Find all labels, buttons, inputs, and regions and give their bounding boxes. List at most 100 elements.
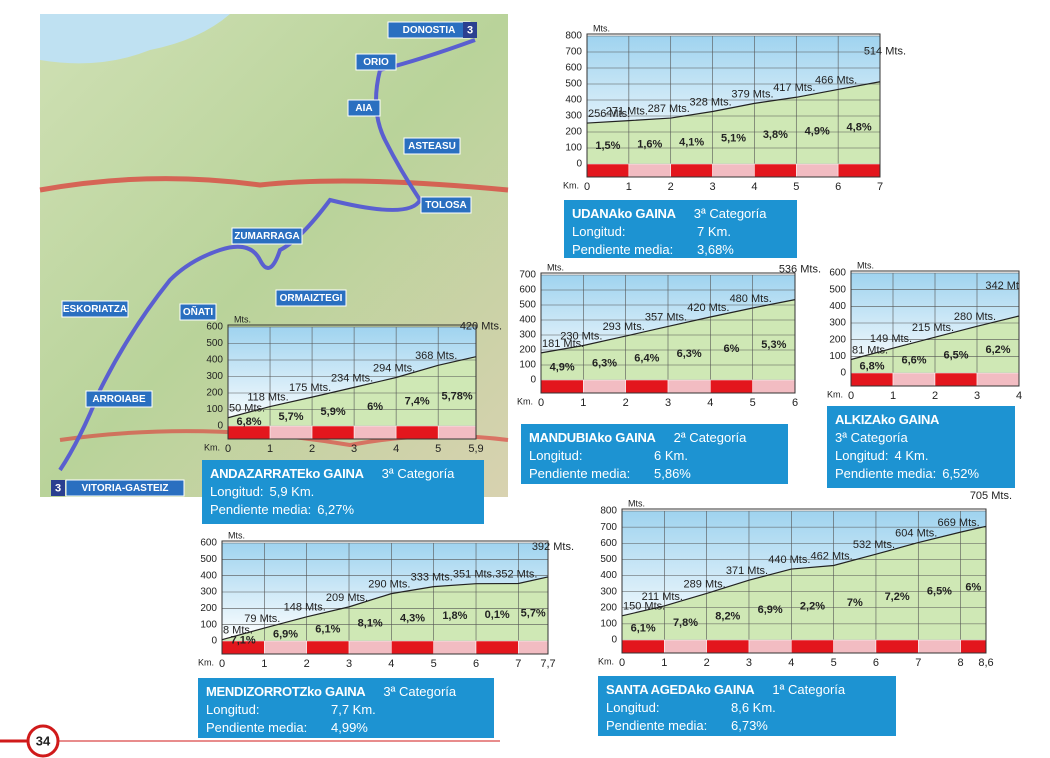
profile-line bbox=[621, 525, 987, 617]
elevation-label: 50 Mts. bbox=[229, 403, 265, 415]
gradient-label: 6,5% bbox=[927, 586, 952, 598]
km-band bbox=[311, 425, 355, 440]
info-label: Pendiente media: bbox=[835, 466, 937, 481]
elevation-label: 8 Mts. bbox=[223, 625, 253, 637]
x-tick-label: 4 bbox=[751, 181, 757, 193]
km-band bbox=[960, 639, 987, 654]
km-band bbox=[353, 425, 397, 440]
x-tick-label: 3 bbox=[665, 397, 671, 409]
elevation-label: 215 Mts. bbox=[912, 322, 954, 334]
y-tick-label: 800 bbox=[600, 506, 617, 517]
elevation-label: 669 Mts. bbox=[938, 517, 980, 529]
x-tick-label: 2 bbox=[304, 658, 310, 670]
gradient-label: 6,5% bbox=[943, 349, 968, 361]
elevation-label: 294 Mts. bbox=[373, 362, 415, 374]
gradient-label: 5,1% bbox=[721, 133, 746, 145]
climb-name: MENDIZORROTZko GAINA bbox=[206, 684, 366, 699]
x-tick-label: 0 bbox=[619, 657, 625, 669]
elevation-label: 357 Mts. bbox=[645, 311, 687, 323]
elevation-label: 466 Mts. bbox=[815, 74, 857, 86]
y-tick-label: 400 bbox=[565, 95, 582, 106]
map-label-box bbox=[347, 99, 381, 117]
elevation-label: 514 Mts. bbox=[864, 46, 906, 58]
x-tick-label: 2 bbox=[668, 181, 674, 193]
climb-name: MANDUBIAko GAINA bbox=[529, 430, 656, 445]
info-value: 7,7 Km. bbox=[331, 702, 376, 717]
elevation-label: 209 Mts. bbox=[326, 592, 368, 604]
map-label-box bbox=[65, 479, 185, 497]
climb-name: ALKIZAko GAINA bbox=[835, 412, 940, 427]
elevation-label: 536 Mts. bbox=[779, 264, 821, 276]
elevation-label: 604 Mts. bbox=[895, 528, 937, 540]
km-band bbox=[918, 639, 961, 654]
elevation-label: 289 Mts. bbox=[684, 578, 726, 590]
info-value: 6 Km. bbox=[654, 448, 688, 463]
elevation-label: 211 Mts. bbox=[642, 591, 683, 603]
info-label: Longitud: bbox=[206, 702, 260, 717]
km-band bbox=[586, 163, 630, 178]
y-tick-label: 0 bbox=[217, 421, 223, 432]
x-tick-label: 1 bbox=[890, 390, 896, 402]
y-tick-label: 600 bbox=[200, 538, 217, 549]
info-value: 4 Km. bbox=[894, 448, 929, 463]
x-axis-unit: Km. bbox=[563, 180, 579, 190]
x-tick-label: 2 bbox=[623, 397, 629, 409]
y-tick-label: 700 bbox=[600, 522, 617, 533]
elevation-label: 368 Mts. bbox=[415, 350, 457, 362]
km-band bbox=[395, 425, 439, 440]
gradient-label: 7,2% bbox=[885, 591, 910, 603]
map-label: DONOSTIA bbox=[403, 25, 456, 36]
elevation-label: 392 Mts. bbox=[532, 541, 574, 553]
y-tick-label: 300 bbox=[565, 111, 582, 122]
plot-frame bbox=[221, 540, 549, 655]
info-label: Pendiente media: bbox=[572, 242, 674, 257]
elevation-label: 379 Mts. bbox=[731, 88, 773, 100]
elevation-label: 420 Mts. bbox=[460, 321, 502, 333]
gradient-label: 1,8% bbox=[442, 610, 467, 622]
info-box: MANDUBIAko GAINA 2ª Categoría Longitud: 6 K… bbox=[521, 424, 788, 484]
info-label: Pendiente media: bbox=[529, 466, 631, 481]
elevation-label: 333 Mts. bbox=[411, 572, 453, 584]
plot-frame bbox=[540, 272, 796, 394]
climb-name: SANTA AGEDAko GAINA bbox=[606, 682, 755, 697]
elevation-label: 175 Mts. bbox=[289, 382, 331, 394]
gradient-label: 5,78% bbox=[441, 390, 472, 402]
gradient-label: 6,9% bbox=[758, 604, 783, 616]
km-band bbox=[540, 379, 584, 394]
climb-name: ANDAZARRATEko GAINA bbox=[210, 466, 364, 481]
road-number-box bbox=[463, 22, 477, 38]
profile-area bbox=[622, 526, 986, 640]
y-tick-label: 400 bbox=[200, 570, 217, 581]
info-row: Longitud: 7,7 Km. bbox=[206, 701, 486, 719]
y-tick-label: 700 bbox=[565, 47, 582, 58]
y-tick-label: 500 bbox=[519, 300, 536, 311]
elevation-label: 148 Mts. bbox=[284, 602, 326, 614]
km-band bbox=[667, 379, 711, 394]
x-tick-label: 4 bbox=[393, 443, 399, 455]
y-tick-label: 200 bbox=[600, 602, 617, 613]
y-tick-label: 400 bbox=[519, 315, 536, 326]
gradient-label: 6% bbox=[367, 401, 383, 413]
y-tick-label: 300 bbox=[829, 318, 846, 329]
elevation-label: 352 Mts. bbox=[495, 568, 537, 580]
gradient-label: 3,8% bbox=[763, 129, 788, 141]
profile-area bbox=[222, 576, 548, 641]
elevation-label: 234 Mts. bbox=[331, 372, 373, 384]
info-row: Pendiente media: 3,68% bbox=[572, 241, 789, 259]
y-axis-unit: Mts. bbox=[547, 262, 564, 272]
x-tick-label: 6 bbox=[873, 657, 879, 669]
y-tick-label: 0 bbox=[576, 159, 582, 170]
y-tick-label: 100 bbox=[206, 404, 223, 415]
y-tick-label: 500 bbox=[600, 554, 617, 565]
profile-line bbox=[221, 576, 549, 641]
x-axis-unit: Km. bbox=[198, 657, 214, 667]
y-tick-label: 400 bbox=[600, 570, 617, 581]
climb-category: 3ª Categoría bbox=[835, 430, 908, 445]
km-band bbox=[892, 372, 936, 387]
km-band bbox=[875, 639, 919, 654]
x-tick-label: 2 bbox=[309, 443, 315, 455]
info-value: 7 Km. bbox=[697, 224, 731, 239]
elevation-label: 271 Mts. bbox=[606, 106, 648, 118]
x-tick-label: 5 bbox=[750, 397, 756, 409]
profile-line bbox=[227, 356, 477, 419]
